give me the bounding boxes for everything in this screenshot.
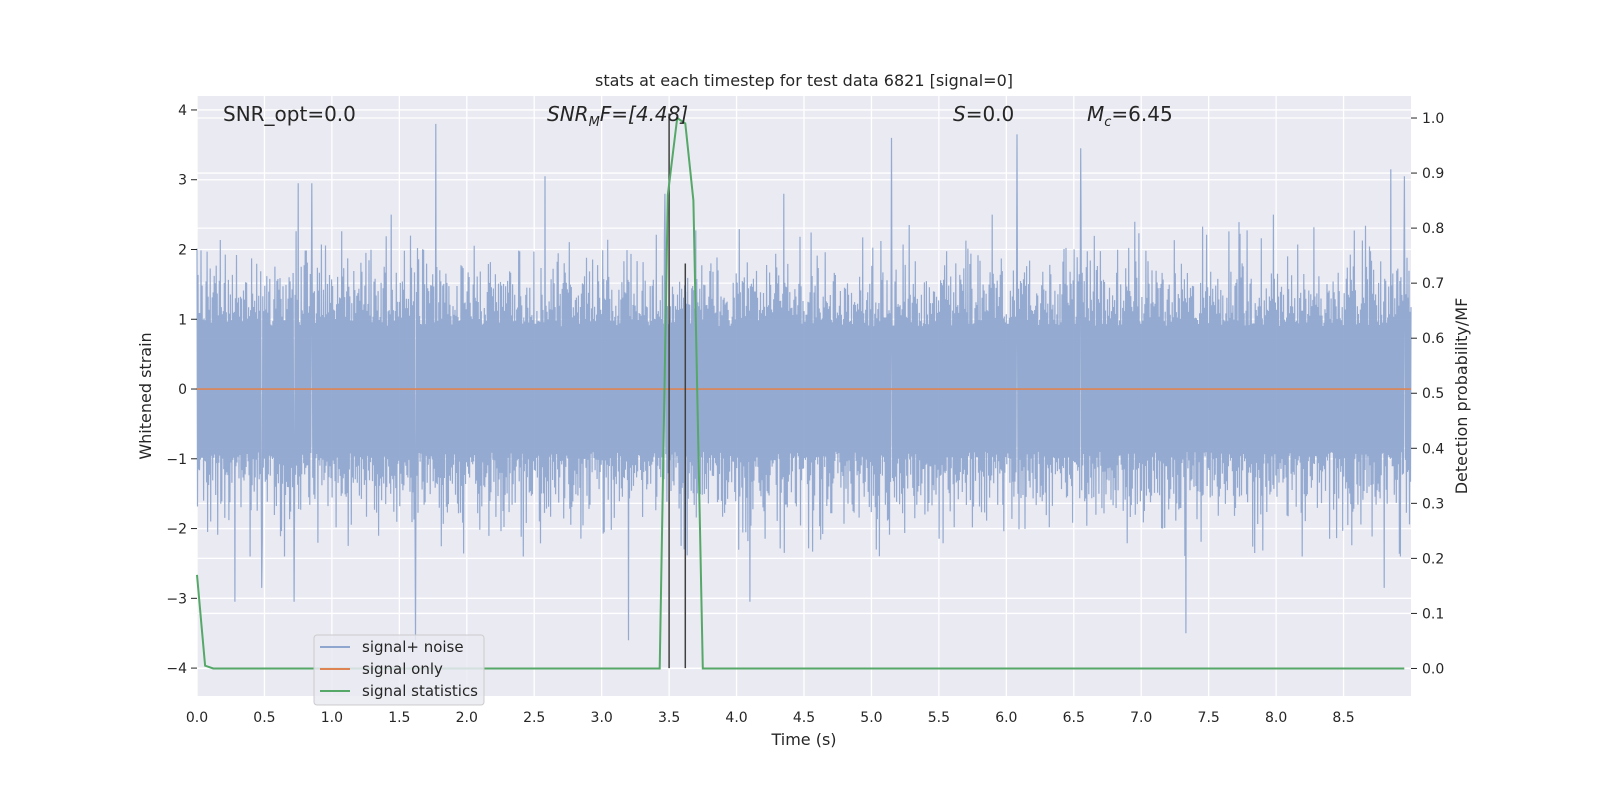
x-tick-label: 5.5: [928, 710, 950, 726]
x-tick-label: 0.5: [253, 710, 275, 726]
chart-title: stats at each timestep for test data 682…: [595, 71, 1013, 90]
x-tick-label: 0.0: [186, 710, 208, 726]
x-axis-ticks: 0.0 0.5 1.0 1.5 2.0 2.5 3.0 3.5 4.0 4.5 5.0 5.5 6.0 6…: [186, 710, 1355, 726]
legend: signal+ noise signal only signal statist…: [313, 634, 485, 706]
y-tick-label: 3: [178, 173, 187, 189]
y-right-tick-label: 0.9: [1422, 166, 1444, 182]
y-tick-label: 4: [178, 103, 187, 119]
mc-var: M: [1087, 102, 1104, 126]
x-tick-label: 2.5: [523, 710, 545, 726]
signal-statistics-line: [196, 116, 1405, 670]
x-tick-label: 8.0: [1265, 710, 1287, 726]
y-right-tick-label: 0.4: [1422, 441, 1444, 457]
legend-box: [313, 634, 485, 706]
x-tick-label: 7.5: [1198, 710, 1220, 726]
y-tick-label: −2: [166, 522, 187, 538]
x-tick-label: 7.0: [1130, 710, 1152, 726]
snr-mf-rest: F=[4.48]: [600, 102, 688, 126]
snr-mf-base: SNR: [547, 102, 589, 126]
x-tick-label: 6.5: [1063, 710, 1085, 726]
snr-opt-annotation: SNR_opt=0.0: [223, 102, 356, 126]
y-right-axis-label: Detection probability/MF: [1452, 298, 1471, 495]
y-right-tick-label: 0.1: [1422, 606, 1444, 622]
y-right-axis-ticks: 1.0 0.9 0.8 0.7 0.6 0.5 0.4 0.3 0.2 0.1 0.0: [1411, 111, 1444, 677]
y-tick-label: −4: [166, 661, 187, 677]
signal-noise-line: [196, 123, 1412, 641]
x-tick-label: 1.5: [388, 710, 410, 726]
y-axis-label: Whitened strain: [136, 332, 155, 459]
y-right-tick-label: 0.7: [1422, 276, 1444, 292]
s-annotation: S=0.0: [953, 102, 1014, 126]
x-tick-label: 1.0: [321, 710, 343, 726]
y-right-tick-label: 0.5: [1422, 386, 1444, 402]
s-val: =0.0: [966, 102, 1015, 126]
y-tick-label: 2: [178, 242, 187, 258]
y-right-tick-label: 1.0: [1422, 111, 1444, 127]
x-tick-label: 6.0: [995, 710, 1017, 726]
x-tick-label: 3.5: [658, 710, 680, 726]
y-tick-label: −3: [166, 591, 187, 607]
snr-mf-annotation: SNRMF=[4.48]: [547, 102, 688, 130]
series-lines: [196, 113, 1411, 670]
x-axis-label: Time (s): [770, 730, 836, 749]
mc-sub: c: [1104, 115, 1111, 130]
mc-val: =6.45: [1111, 102, 1172, 126]
y-axis-ticks: 4 3 2 1 0 −1 −2 −3 −4: [166, 103, 197, 677]
signal-noise-series: [196, 123, 1412, 641]
legend-label-signal-noise: signal+ noise: [362, 638, 464, 656]
s-var: S: [953, 102, 966, 126]
y-tick-label: 0: [178, 382, 187, 398]
legend-label-signal-only: signal only: [362, 660, 443, 678]
legend-label-signal-statistics: signal statistics: [362, 682, 478, 700]
y-tick-label: 1: [178, 312, 187, 328]
y-right-tick-label: 0.2: [1422, 551, 1444, 567]
y-right-tick-label: 0.8: [1422, 221, 1444, 237]
x-tick-label: 3.0: [591, 710, 613, 726]
x-tick-label: 8.5: [1332, 710, 1354, 726]
snr-mf-sub: M: [589, 115, 600, 130]
y-right-tick-label: 0.0: [1422, 661, 1444, 677]
y-tick-label: −1: [166, 452, 187, 468]
x-tick-label: 2.0: [456, 710, 478, 726]
y-right-tick-label: 0.6: [1422, 331, 1444, 347]
x-tick-label: 5.0: [860, 710, 882, 726]
mc-annotation: Mc=6.45: [1087, 102, 1173, 130]
y-right-tick-label: 0.3: [1422, 496, 1444, 512]
x-tick-label: 4.0: [725, 710, 747, 726]
x-tick-label: 4.5: [793, 710, 815, 726]
